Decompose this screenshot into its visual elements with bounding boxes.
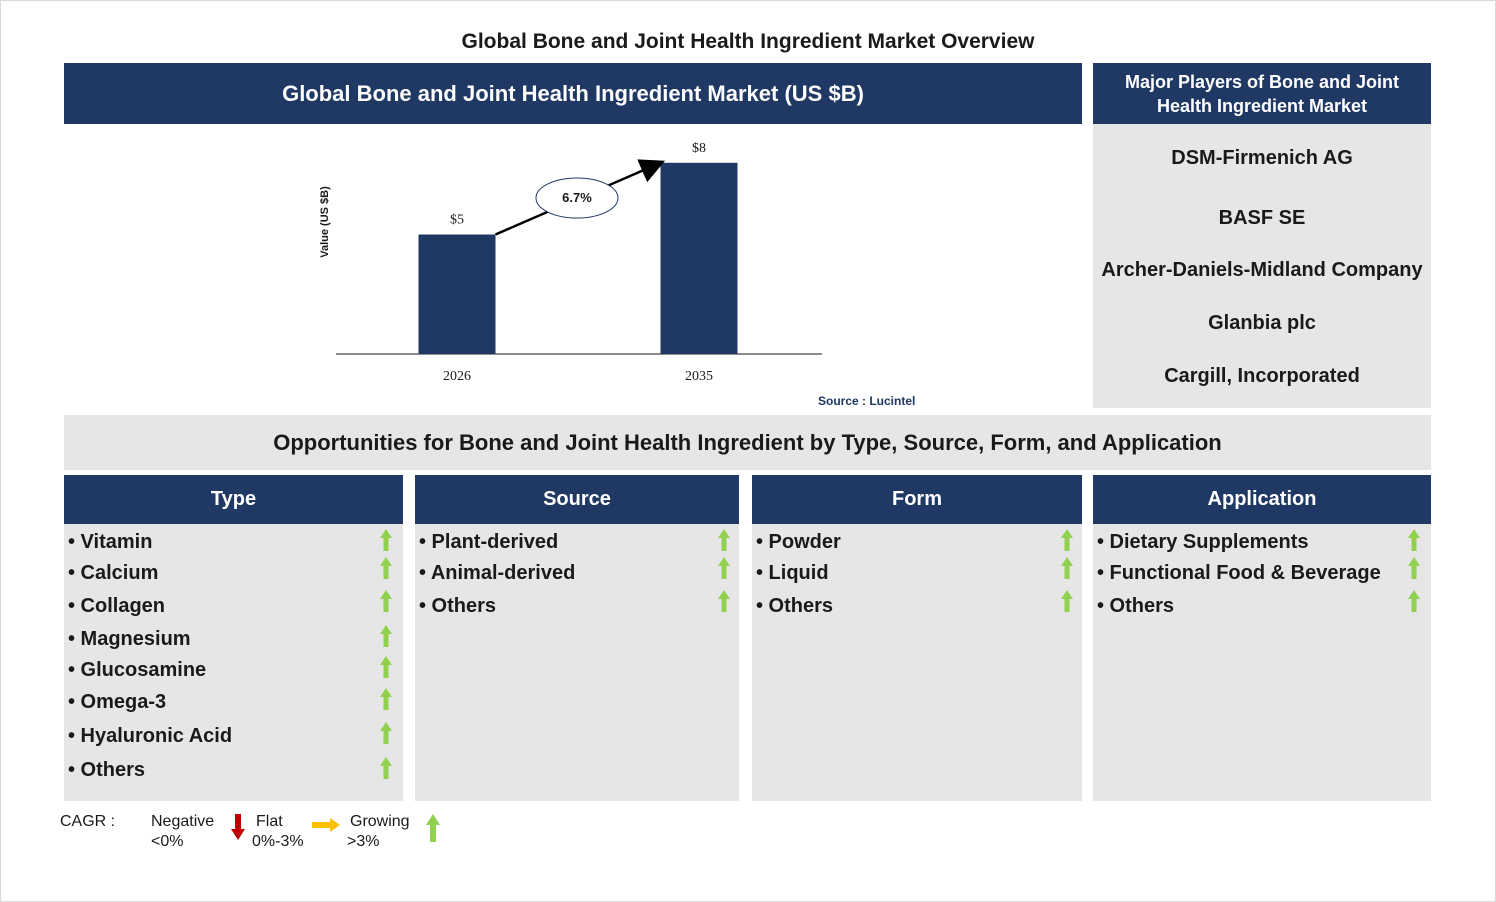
legend-negative-range: <0%	[151, 833, 184, 850]
chart-source: Source : Lucintel	[818, 394, 916, 408]
segment-panel-form	[752, 524, 1082, 801]
player-item: DSM-Firmenich AG	[1171, 147, 1353, 169]
segment-item: • Liquid	[756, 562, 829, 584]
players-header: Major Players of Bone and Joint Health I…	[1093, 63, 1431, 124]
segment-panel-type	[64, 524, 403, 801]
growth-up-arrow-icon	[718, 557, 730, 579]
y-axis-label: Value (US $B)	[319, 186, 331, 258]
growth-up-arrow-icon	[1061, 557, 1073, 579]
growth-up-arrow-icon	[380, 722, 392, 744]
segment-item: • Collagen	[68, 595, 166, 617]
growth-up-arrow-icon	[1061, 529, 1073, 551]
growth-up-arrow-icon	[380, 656, 392, 678]
right-arrow-icon	[312, 818, 340, 832]
segment-item: • Dietary Supplements	[1097, 531, 1309, 553]
segment-item: • Magnesium	[68, 628, 191, 650]
market-header: Global Bone and Joint Health Ingredient …	[64, 63, 1082, 124]
segment-item: • Powder	[756, 531, 841, 553]
growth-up-arrow-icon	[1408, 557, 1420, 579]
growth-up-arrow-icon	[380, 529, 392, 551]
bar-2026	[418, 234, 496, 354]
segment-item: • Others	[756, 595, 834, 617]
segment-header-source: Source	[415, 475, 739, 524]
segment-item: • Others	[419, 595, 497, 617]
segment-item: • Hyaluronic Acid	[68, 725, 233, 747]
segment-panel-source	[415, 524, 739, 801]
segment-item: • Omega-3	[68, 691, 167, 713]
growth-up-arrow-icon	[718, 529, 730, 551]
segment-header-application: Application	[1093, 475, 1431, 524]
growth-up-arrow-icon	[380, 590, 392, 612]
segment-header-type: Type	[64, 475, 403, 524]
segment-header-form: Form	[752, 475, 1082, 524]
player-item: BASF SE	[1218, 207, 1306, 229]
segment-item: • Plant-derived	[419, 531, 559, 553]
segment-item: • Functional Food & Beverage	[1097, 562, 1381, 584]
down-arrow-icon	[231, 814, 245, 840]
players-panel: DSM-Firmenich AG BASF SE Archer-Daniels-…	[1093, 124, 1431, 408]
page-title: Global Bone and Joint Health Ingredient …	[461, 30, 1035, 53]
legend-flat-range: 0%-3%	[252, 833, 304, 850]
growth-up-arrow-icon	[380, 688, 392, 710]
growth-up-arrow-icon	[1408, 590, 1420, 612]
bar-2035	[660, 162, 738, 354]
growth-up-arrow-icon	[380, 625, 392, 647]
up-arrow-icon	[426, 814, 440, 842]
player-item: Glanbia plc	[1208, 312, 1316, 334]
segment-item: • Others	[1097, 595, 1175, 617]
cagr-ellipse	[535, 177, 619, 219]
x-tick-label: 2026	[443, 369, 471, 384]
segment-item: • Calcium	[68, 562, 159, 584]
cagr-legend: CAGR : Negative <0% Flat 0%-3% Growing >…	[60, 812, 480, 862]
segment-panel-application	[1093, 524, 1431, 801]
legend-growing-label: Growing	[350, 813, 410, 830]
market-bar-chart: Value (US $B) $5 2026 $8 2035 6.7%	[300, 130, 940, 415]
segment-item: • Glucosamine	[68, 659, 207, 681]
bar-value-label: $5	[450, 213, 464, 228]
legend-growing-range: >3%	[347, 833, 380, 850]
cagr-label: 6.7%	[562, 190, 592, 205]
growth-up-arrow-icon	[380, 557, 392, 579]
player-item: Archer-Daniels-Midland Company	[1101, 259, 1423, 281]
growth-up-arrow-icon	[1061, 590, 1073, 612]
segment-item: • Vitamin	[68, 531, 153, 553]
segment-item: • Others	[68, 759, 146, 781]
growth-up-arrow-icon	[718, 590, 730, 612]
bar-value-label: $8	[692, 141, 706, 156]
legend-label: CAGR :	[60, 813, 116, 830]
segment-item: • Animal-derived	[419, 562, 576, 584]
opportunities-banner: Opportunities for Bone and Joint Health …	[64, 415, 1431, 470]
growth-up-arrow-icon	[1408, 529, 1420, 551]
legend-negative-label: Negative	[151, 813, 215, 830]
player-item: Cargill, Incorporated	[1164, 365, 1360, 387]
chart-svg: Value (US $B) $5 2026 $8 2035 6.7%	[319, 141, 822, 384]
growth-up-arrow-icon	[380, 757, 392, 779]
legend-flat-label: Flat	[256, 813, 283, 830]
x-tick-label: 2035	[685, 369, 713, 384]
